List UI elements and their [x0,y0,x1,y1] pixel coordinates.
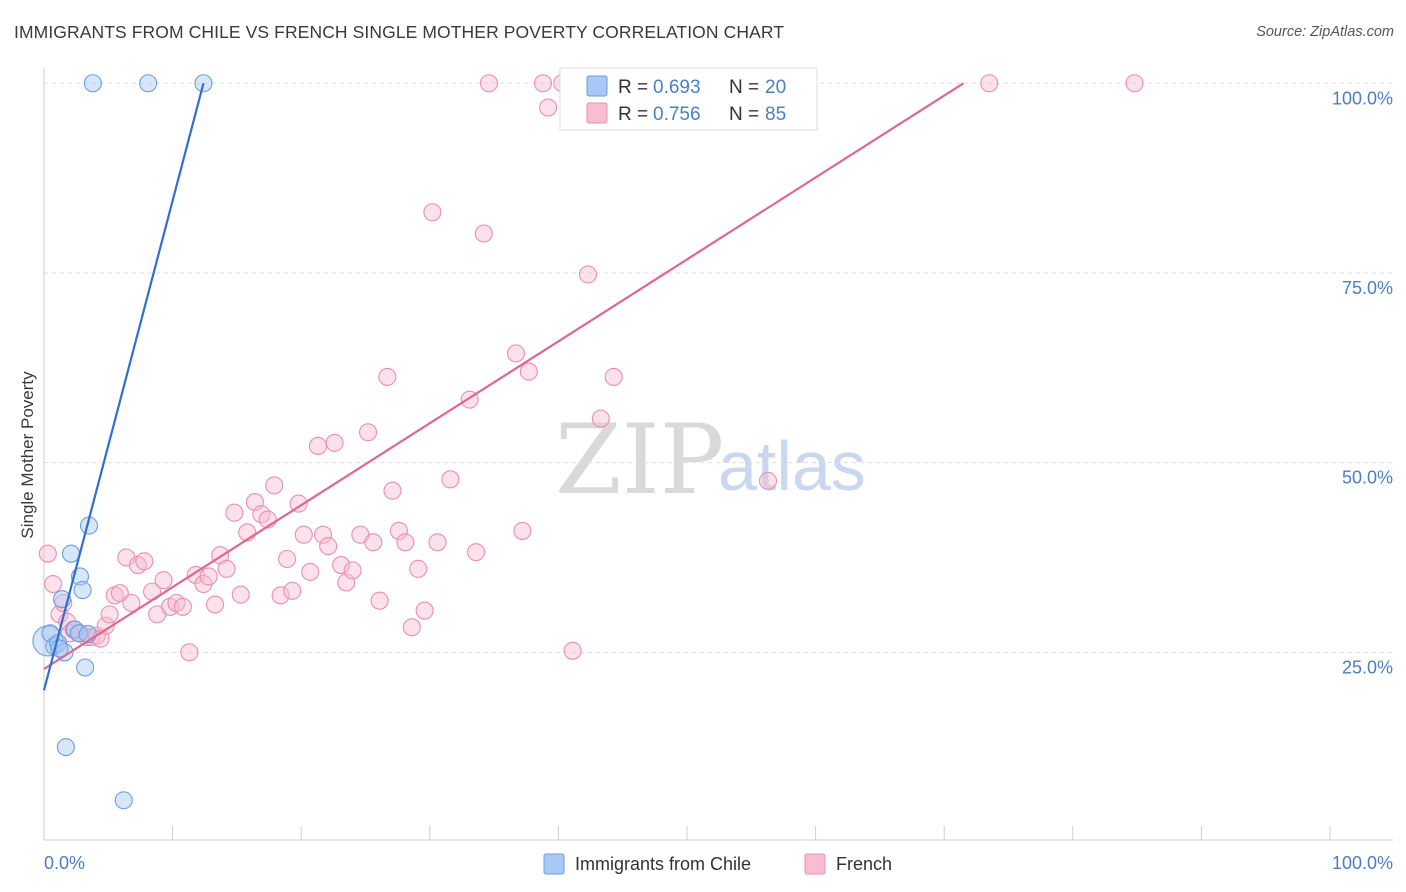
watermark-zip: ZIP [555,404,724,516]
french-point-45 [301,562,320,581]
bottom-legend-label-chile: Immigrants from Chile [575,854,751,874]
french-point-55 [364,533,383,552]
french-point-56 [370,591,389,610]
french-point-54 [359,423,378,442]
french-point-71 [506,344,526,363]
bottom-legend: Immigrants from Chile French [543,853,892,875]
french-point-75 [539,98,558,117]
chile-point-15 [83,74,102,93]
chart-title: IMMIGRANTS FROM CHILE VS FRENCH SINGLE M… [14,22,785,42]
french-point-15 [110,584,129,603]
chile-point-16 [114,791,133,810]
french-point-72 [513,521,532,540]
french-point-49 [325,433,344,452]
french-point-69 [474,224,493,243]
y-tick-labels: 25.0% 50.0% 75.0% 100.0% [1332,88,1393,677]
french-point-32 [217,559,236,578]
legend-swatch-french [586,102,608,124]
french-point-83 [980,74,999,93]
french-point-50 [332,556,351,575]
y-tick-label-3: 100.0% [1332,88,1393,108]
legend-r-label-chile: R = [618,77,648,98]
french-point-44 [294,525,313,544]
french-trend-line [43,82,965,670]
french-point-84 [1125,74,1144,93]
legend-n-value-chile: 20 [765,77,786,98]
french-point-29 [199,567,218,586]
x-tick-label-max: 100.0% [1332,853,1393,873]
chile-point-11 [73,581,92,600]
french-point-43 [289,494,308,513]
legend-swatch-chile [586,75,608,97]
legend-n-label-chile: N = [729,77,759,98]
french-point-30 [205,595,225,614]
legend-r-value-french: 0.756 [653,104,701,125]
legend-n-value-french: 85 [765,104,786,125]
french-point-62 [409,559,428,578]
french-points [38,74,1144,662]
axes [43,68,1393,841]
french-point-48 [319,537,338,556]
french-point-17 [122,593,141,613]
french-point-34 [231,585,250,604]
french-point-80 [604,367,623,386]
french-point-39 [265,476,284,495]
legend-r-value-chile: 0.693 [653,77,701,98]
french-point-26 [180,643,199,662]
french-point-60 [396,533,415,552]
french-point-1 [43,574,63,594]
bottom-legend-label-french: French [836,854,892,874]
french-point-65 [428,533,447,552]
french-point-82 [758,471,778,490]
french-point-58 [383,481,402,500]
french-point-33 [225,503,244,522]
french-point-57 [378,367,397,386]
y-tick-label-1: 50.0% [1342,468,1393,488]
french-point-77 [563,641,582,660]
french-point-46 [308,436,327,455]
bottom-legend-swatch-french [804,853,826,875]
legend-n-label-french: N = [729,104,759,125]
french-point-12 [96,616,115,635]
french-point-47 [314,525,333,544]
legend: R = 0.693 N = 20 R = 0.756 N = 85 [559,67,818,131]
french-point-41 [278,549,297,569]
french-point-25 [173,597,192,616]
chile-points [32,74,213,810]
x-tick-label-min: 0.0% [44,853,85,873]
french-point-19 [135,552,154,571]
french-point-42 [283,581,302,600]
chart-source: Source: ZipAtlas.com [1256,24,1394,40]
french-point-0 [38,544,57,563]
french-point-74 [533,74,553,93]
french-point-40 [271,586,290,605]
watermark-atlas: atlas [718,427,866,505]
chile-point-12 [76,658,95,677]
french-point-70 [479,74,499,93]
chile-point-6 [56,738,75,757]
grid-lines [44,82,1393,653]
french-point-59 [389,521,408,540]
french-point-73 [519,362,538,381]
chile-trend-line [42,82,205,691]
french-point-64 [423,203,442,222]
chile-point-17 [139,74,158,93]
french-point-52 [343,561,362,580]
legend-r-label-french: R = [618,104,648,125]
french-point-61 [402,618,421,637]
y-axis-title: Single Mother Poverty [18,371,37,539]
y-tick-label-2: 75.0% [1342,278,1393,298]
french-point-22 [154,571,173,590]
french-point-68 [467,543,486,562]
french-point-66 [441,470,460,489]
trend-lines [42,82,965,691]
chile-point-7 [61,544,81,563]
french-point-79 [591,409,610,428]
bottom-legend-swatch-chile [543,853,565,875]
french-point-13 [100,605,119,624]
french-point-78 [578,265,598,284]
french-point-63 [415,601,434,620]
y-tick-label-0: 25.0% [1342,657,1393,677]
